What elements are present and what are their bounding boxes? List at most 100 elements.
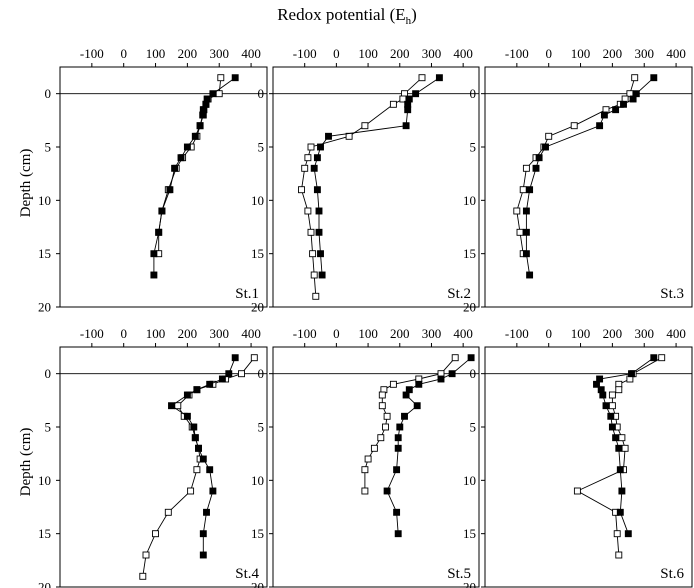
- data-point-open: [618, 434, 626, 442]
- x-tick-label: 400: [241, 46, 261, 61]
- data-point-filled: [218, 375, 226, 383]
- data-point-filled: [225, 370, 233, 378]
- series-line-filled: [153, 77, 236, 275]
- data-point-filled: [620, 100, 627, 108]
- x-tick-label: 400: [666, 326, 686, 341]
- data-point-open: [378, 402, 386, 410]
- data-point-filled: [393, 508, 401, 516]
- data-point-filled: [650, 354, 658, 362]
- y-tick-label: 10: [463, 473, 476, 488]
- y-tick-label: 5: [470, 140, 477, 155]
- data-point-filled: [535, 154, 543, 162]
- data-point-filled: [618, 487, 626, 495]
- y-tick-label: 15: [251, 246, 264, 261]
- plot-frame: [484, 346, 693, 588]
- data-point-open: [573, 487, 581, 495]
- x-tick-label: 0: [333, 326, 340, 341]
- y-tick-label: 5: [45, 140, 52, 155]
- x-tick-label: 100: [358, 326, 378, 341]
- data-point-filled: [522, 250, 530, 258]
- figure-title: Redox potential (Eh): [277, 5, 417, 27]
- data-point-open: [378, 391, 386, 399]
- x-tick-label: 400: [453, 326, 473, 341]
- data-point-filled: [522, 207, 530, 215]
- data-point-open: [298, 186, 305, 194]
- data-point-open: [164, 508, 172, 516]
- series-line-open: [576, 357, 662, 556]
- x-tick-label: -100: [80, 46, 104, 61]
- x-tick-label: 200: [603, 326, 623, 341]
- x-tick-label: 100: [146, 326, 166, 341]
- x-tick-label: 400: [241, 326, 261, 341]
- data-point-filled: [616, 508, 624, 516]
- data-point-open: [307, 228, 315, 236]
- data-point-filled: [612, 434, 620, 442]
- data-point-filled: [542, 143, 549, 151]
- data-point-filled: [315, 207, 323, 215]
- data-point-filled: [325, 132, 332, 140]
- y-tick-label: 5: [45, 420, 52, 435]
- data-point-open: [142, 551, 150, 559]
- y-tick-label: 15: [463, 526, 476, 541]
- plot-frame: [59, 66, 268, 308]
- data-point-filled: [196, 122, 204, 130]
- data-point-open: [615, 551, 623, 559]
- data-point-open: [139, 572, 147, 580]
- data-point-filled: [209, 90, 217, 98]
- data-point-filled: [607, 412, 615, 420]
- y-tick-label: 0: [258, 86, 265, 101]
- y-axis-label-top: Depth (cm): [18, 149, 34, 218]
- data-point-filled: [413, 402, 421, 410]
- data-point-open: [615, 386, 623, 394]
- data-point-filled: [310, 164, 318, 172]
- data-point-open: [193, 466, 201, 474]
- data-point-open: [382, 423, 389, 431]
- station-label: St.5: [447, 566, 471, 582]
- data-point-filled: [313, 186, 321, 194]
- y-tick-label: 15: [251, 526, 264, 541]
- data-point-filled: [206, 380, 214, 388]
- y-tick-label: 0: [45, 86, 52, 101]
- data-point-open: [519, 186, 527, 194]
- station-label: St.6: [660, 566, 684, 582]
- y-tick-label: 0: [45, 366, 52, 381]
- y-tick-label: 5: [258, 140, 265, 155]
- plot-frame: [272, 346, 480, 588]
- data-point-filled: [199, 455, 207, 463]
- data-point-filled: [394, 434, 402, 442]
- x-tick-label: 0: [545, 326, 552, 341]
- data-point-filled: [402, 391, 410, 399]
- data-point-open: [250, 354, 258, 362]
- data-point-filled: [404, 106, 412, 114]
- plot-frame: [59, 346, 268, 588]
- data-point-filled: [396, 423, 404, 431]
- x-tick-label: 0: [120, 326, 127, 341]
- data-point-open: [307, 143, 315, 151]
- data-point-filled: [231, 74, 239, 82]
- y-tick-label: 10: [38, 473, 51, 488]
- data-point-open: [152, 530, 159, 538]
- data-point-open: [513, 207, 521, 215]
- x-tick-label: -100: [505, 46, 529, 61]
- data-point-filled: [191, 132, 199, 140]
- data-point-filled: [394, 444, 402, 452]
- y-tick-label: 0: [470, 86, 477, 101]
- x-tick-label: 400: [666, 46, 686, 61]
- data-point-open: [545, 132, 553, 140]
- data-point-open: [361, 122, 369, 130]
- data-point-open: [631, 74, 639, 82]
- data-point-filled: [532, 164, 540, 172]
- y-tick-label: 10: [251, 193, 264, 208]
- x-tick-label: 0: [545, 46, 552, 61]
- y-tick-label: 15: [38, 246, 51, 261]
- data-point-open: [418, 74, 426, 82]
- data-point-open: [361, 487, 369, 495]
- data-point-open: [370, 444, 378, 452]
- plot-frame: [272, 66, 480, 308]
- y-tick-label: 20: [38, 580, 51, 588]
- data-point-open: [389, 100, 397, 108]
- data-point-filled: [608, 423, 616, 431]
